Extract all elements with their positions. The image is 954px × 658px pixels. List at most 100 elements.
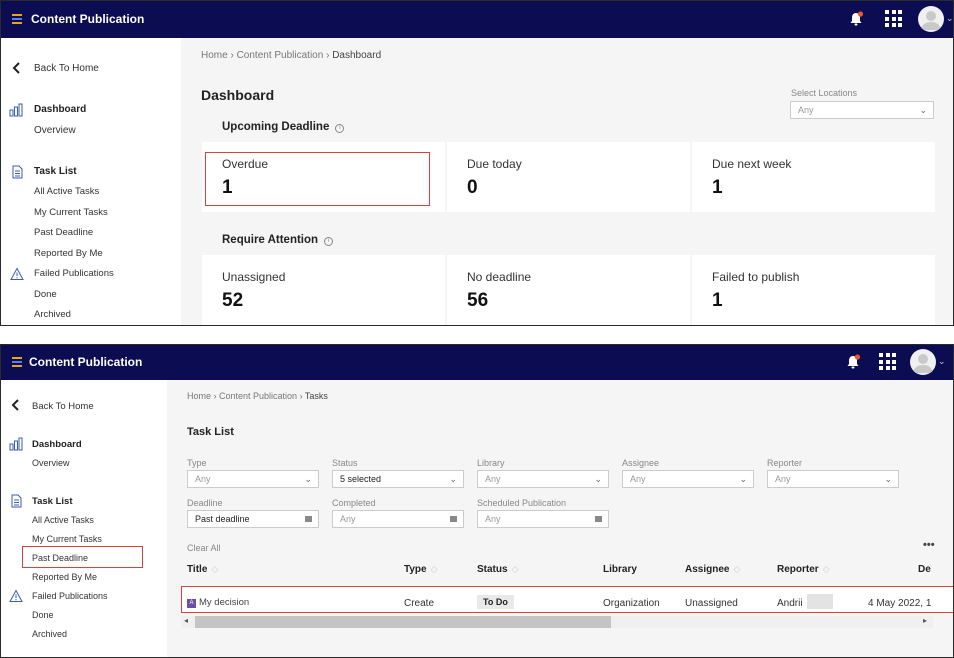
sidebar-item-all-active-tasks[interactable]: All Active Tasks (34, 186, 100, 197)
sort-icon[interactable]: ◇ (511, 564, 519, 574)
filter-deadline-label: Deadline (187, 498, 223, 508)
card-overdue[interactable]: Overdue 1 (202, 142, 445, 212)
column-type[interactable]: Type ◇ (404, 564, 438, 575)
info-icon[interactable]: i (324, 237, 334, 246)
back-to-home-link[interactable]: Back To Home (34, 63, 99, 74)
chevron-down-icon: ⌄ (449, 474, 457, 484)
card-unassigned[interactable]: Unassigned 52 (202, 255, 445, 325)
chevron-left-icon[interactable] (9, 398, 23, 412)
breadcrumb-home[interactable]: Home (187, 391, 212, 401)
column-status[interactable]: Status ◇ (477, 564, 518, 575)
info-icon[interactable]: i (335, 124, 345, 133)
filter-status-label: Status (332, 458, 358, 468)
breadcrumb-content-publication[interactable]: Content Publication (219, 391, 298, 401)
task-title-link[interactable]: My decision (199, 597, 250, 608)
card-value: 1 (222, 177, 233, 198)
sort-icon[interactable]: ◇ (211, 564, 219, 574)
breadcrumb-home[interactable]: Home (201, 50, 228, 61)
sidebar-item-reported-by-me[interactable]: Reported By Me (32, 572, 98, 582)
sidebar-item-my-current-tasks[interactable]: My Current Tasks (34, 207, 108, 218)
sidebar-item-archived[interactable]: Archived (34, 309, 71, 320)
chevron-down-icon[interactable]: ⌄ (946, 13, 954, 23)
sidebar-item-overview[interactable]: Overview (32, 458, 70, 468)
avatar[interactable] (910, 349, 936, 375)
sort-icon[interactable]: ◇ (430, 564, 438, 574)
notification-bell-icon[interactable] (845, 354, 861, 370)
sidebar-item-dashboard[interactable]: Dashboard (32, 439, 82, 450)
filter-value: Any (485, 514, 501, 524)
column-title[interactable]: Title ◇ (187, 564, 218, 575)
sidebar-item-failed-publications[interactable]: Failed Publications (32, 591, 108, 601)
scroll-right-icon[interactable]: ▸ (923, 616, 928, 625)
task-reporter: Andrii (777, 598, 803, 609)
column-label: Title (187, 564, 208, 575)
filter-type-select[interactable]: Any ⌄ (187, 470, 319, 488)
sidebar-item-all-active-tasks[interactable]: All Active Tasks (32, 515, 94, 525)
sidebar-item-reported-by-me[interactable]: Reported By Me (34, 248, 103, 259)
sidebar-item-past-deadline[interactable]: Past Deadline (34, 227, 94, 238)
status-badge: To Do (477, 595, 514, 609)
table-row[interactable] (181, 586, 953, 613)
sidebar-item-my-current-tasks[interactable]: My Current Tasks (32, 534, 102, 544)
chevron-down-icon[interactable]: ⌄ (938, 356, 946, 366)
sidebar-item-task-list[interactable]: Task List (32, 496, 73, 507)
sort-icon[interactable]: ◇ (733, 564, 741, 574)
menu-icon[interactable] (12, 357, 22, 369)
card-value: 0 (467, 177, 478, 198)
upcoming-cards: Overdue 1 Due today 0 Due next week 1 (202, 142, 935, 212)
card-label: Overdue (222, 157, 269, 171)
avatar[interactable] (918, 6, 944, 32)
apps-grid-icon[interactable] (885, 10, 902, 27)
notification-bell-icon[interactable] (848, 11, 864, 27)
filter-value: Past deadline (195, 514, 250, 524)
filter-completed-picker[interactable]: Any (332, 510, 464, 528)
card-value: 52 (222, 290, 244, 311)
page-title: Dashboard (201, 87, 275, 103)
bar-chart-icon (9, 437, 23, 451)
column-reporter[interactable]: Reporter ◇ (777, 564, 830, 575)
back-to-home-link[interactable]: Back To Home (32, 401, 94, 412)
sidebar-item-past-deadline[interactable]: Past Deadline (32, 553, 89, 563)
filter-deadline-picker[interactable]: Past deadline (187, 510, 319, 528)
clear-all-link[interactable]: Clear All (187, 543, 221, 553)
filter-assignee-select[interactable]: Any ⌄ (622, 470, 754, 488)
chevron-left-icon[interactable] (10, 61, 24, 75)
filter-reporter-select[interactable]: Any ⌄ (767, 470, 899, 488)
scroll-left-icon[interactable]: ◂ (184, 616, 189, 625)
breadcrumb-content-publication[interactable]: Content Publication (236, 50, 324, 61)
locations-select[interactable]: Any ⌄ (790, 101, 934, 119)
sidebar-item-failed-publications[interactable]: Failed Publications (34, 268, 114, 279)
card-no-deadline[interactable]: No deadline 56 (447, 255, 690, 325)
scrollbar-thumb[interactable] (195, 616, 611, 628)
apps-grid-icon[interactable] (879, 353, 896, 370)
filter-scheduled-picker[interactable]: Any (477, 510, 609, 528)
sidebar: Back To Home Dashboard Overview Task Lis… (1, 380, 167, 657)
locations-value: Any (798, 105, 814, 115)
sidebar-item-dashboard[interactable]: Dashboard (34, 104, 87, 115)
sidebar-item-archived[interactable]: Archived (32, 629, 68, 639)
filter-status-select[interactable]: 5 selected ⌄ (332, 470, 464, 488)
document-icon (9, 494, 23, 508)
tasks-main: Home › Content Publication › Tasks Task … (167, 380, 953, 657)
column-assignee[interactable]: Assignee ◇ (685, 564, 740, 575)
column-deadline[interactable]: De (918, 564, 931, 575)
column-label: Library (603, 564, 637, 575)
card-label: Unassigned (222, 270, 286, 284)
sidebar-item-overview[interactable]: Overview (34, 125, 76, 136)
sidebar-item-done[interactable]: Done (34, 289, 57, 300)
task-assignee: Unassigned (685, 598, 738, 609)
menu-icon[interactable] (12, 14, 22, 26)
breadcrumb: Home › Content Publication › Tasks (187, 391, 328, 401)
more-options-icon[interactable]: ••• (923, 539, 935, 551)
column-label: Type (404, 564, 427, 575)
sidebar-item-task-list[interactable]: Task List (34, 166, 77, 177)
filter-library-select[interactable]: Any ⌄ (477, 470, 609, 488)
chevron-down-icon: ⌄ (884, 474, 892, 484)
card-due-today[interactable]: Due today 0 (447, 142, 690, 212)
card-failed-to-publish[interactable]: Failed to publish 1 (692, 255, 935, 325)
upcoming-deadline-label: Upcoming Deadline (222, 121, 330, 133)
card-due-next-week[interactable]: Due next week 1 (692, 142, 935, 212)
sidebar-item-done[interactable]: Done (32, 610, 54, 620)
card-value: 56 (467, 290, 489, 311)
sort-icon[interactable]: ◇ (822, 564, 830, 574)
